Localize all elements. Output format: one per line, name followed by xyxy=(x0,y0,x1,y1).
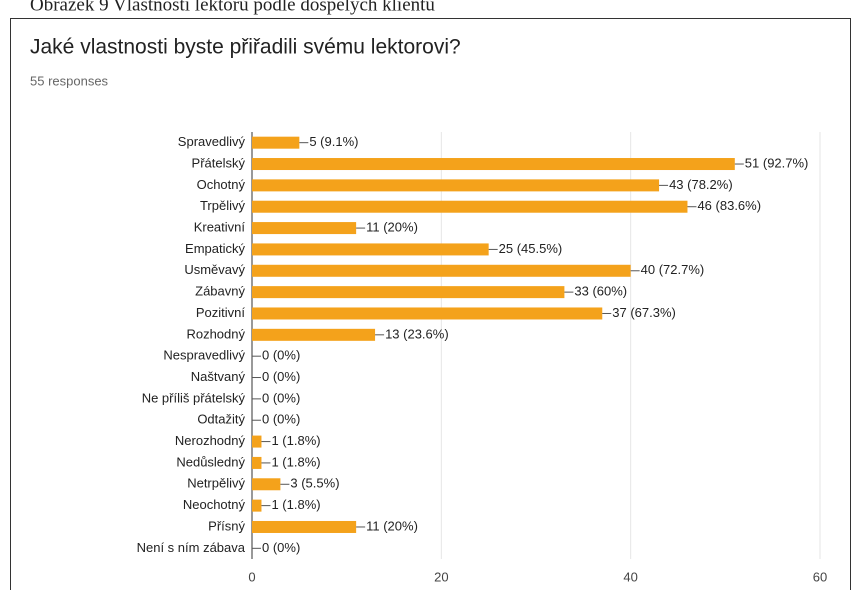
value-label: 3 (5.5%) xyxy=(290,476,339,491)
y-tick-label: Není s ním zábava xyxy=(137,540,246,555)
y-tick-label: Kreativní xyxy=(194,220,246,235)
bar xyxy=(252,200,688,213)
caption: Obrázek 9 Vlastnosti lektorů podle dospě… xyxy=(30,0,435,15)
value-label: 0 (0%) xyxy=(262,390,300,405)
y-tick-label: Nerozhodný xyxy=(175,433,246,448)
y-tick-label: Empatický xyxy=(185,241,245,256)
y-tick-label: Netrpělivý xyxy=(187,476,245,491)
y-tick-label: Ne příliš přátelský xyxy=(142,390,246,405)
y-tick-label: Rozhodný xyxy=(186,326,245,341)
y-tick-label: Přísný xyxy=(208,518,245,533)
value-label: 33 (60%) xyxy=(574,284,627,299)
bar xyxy=(252,222,357,235)
y-tick-label: Nedůsledný xyxy=(176,454,245,469)
value-label: 46 (83.6%) xyxy=(697,198,761,213)
card xyxy=(10,18,851,590)
y-tick-label: Usměvavý xyxy=(184,262,245,277)
bar xyxy=(252,307,603,320)
value-label: 11 (20%) xyxy=(366,518,418,533)
x-tick-label: 40 xyxy=(623,569,637,584)
value-label: 37 (67.3%) xyxy=(612,305,676,320)
subtitle: 55 responses xyxy=(30,73,109,88)
bar xyxy=(252,478,281,491)
x-tick-label: 0 xyxy=(248,569,255,584)
x-tick-label: 60 xyxy=(813,569,827,584)
value-label: 5 (9.1%) xyxy=(309,134,358,149)
bar xyxy=(252,328,376,341)
value-label: 11 (20%) xyxy=(366,220,418,235)
value-label: 25 (45.5%) xyxy=(499,241,563,256)
value-label: 1 (1.8%) xyxy=(271,454,320,469)
y-tick-label: Trpělivý xyxy=(200,198,246,213)
chart-title: Jaké vlastnosti byste přiřadili svému le… xyxy=(30,36,461,59)
bar xyxy=(252,456,262,469)
value-label: 43 (78.2%) xyxy=(669,177,733,192)
y-tick-label: Pozitivní xyxy=(196,305,246,320)
y-tick-label: Neochotný xyxy=(183,497,246,512)
y-tick-label: Naštvaný xyxy=(191,369,246,384)
y-tick-label: Spravedlivý xyxy=(178,134,246,149)
y-tick-label: Odtažitý xyxy=(197,412,245,427)
y-tick-label: Ochotný xyxy=(197,177,246,192)
bar xyxy=(252,158,735,171)
value-label: 13 (23.6%) xyxy=(385,326,449,341)
y-tick-label: Nespravedlivý xyxy=(163,348,245,363)
bar xyxy=(252,179,660,192)
bar xyxy=(252,435,262,448)
y-tick-label: Přátelský xyxy=(192,155,246,170)
bar xyxy=(252,520,357,533)
x-tick-label: 20 xyxy=(434,569,448,584)
value-label: 0 (0%) xyxy=(262,348,300,363)
bar xyxy=(252,499,262,512)
bar xyxy=(252,243,489,256)
value-label: 0 (0%) xyxy=(262,369,300,384)
value-label: 40 (72.7%) xyxy=(641,262,705,277)
bar xyxy=(252,286,565,299)
bar xyxy=(252,136,300,149)
value-label: 0 (0%) xyxy=(262,540,300,555)
value-label: 51 (92.7%) xyxy=(745,155,809,170)
value-label: 0 (0%) xyxy=(262,412,300,427)
value-label: 1 (1.8%) xyxy=(271,497,320,512)
value-label: 1 (1.8%) xyxy=(271,433,320,448)
y-tick-label: Zábavný xyxy=(195,284,245,299)
bar xyxy=(252,264,631,277)
